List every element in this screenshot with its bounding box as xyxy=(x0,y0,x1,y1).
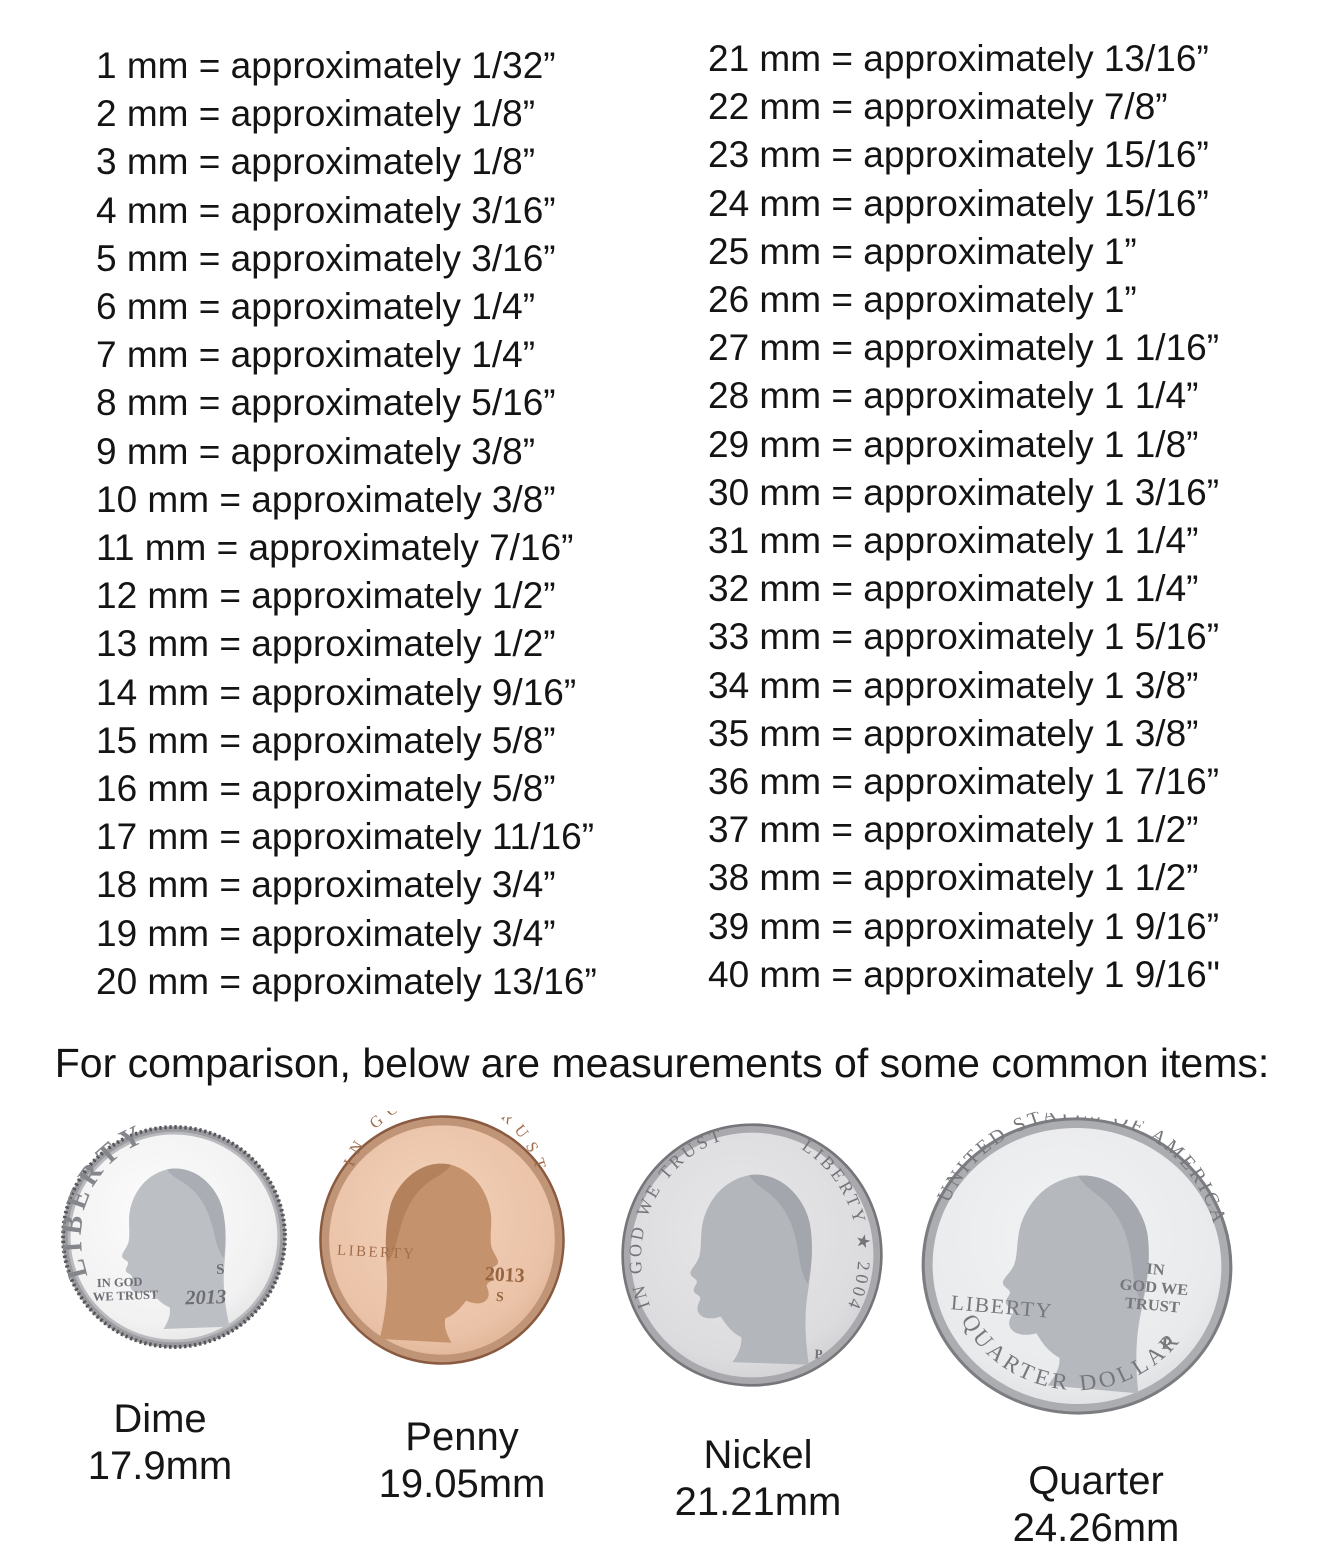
conversion-row: 2 mm = approximately 1/8” xyxy=(96,93,536,135)
conversion-row: 38 mm = approximately 1 1/2” xyxy=(708,857,1199,899)
dime-motto-line2: WE TRUST xyxy=(93,1288,160,1304)
quarter-motto-line1: IN xyxy=(1146,1261,1166,1279)
conversion-row: 1 mm = approximately 1/32” xyxy=(96,45,556,86)
nickel-label: Nickel 21.21mm xyxy=(606,1432,910,1526)
conversion-row: 19 mm = approximately 3/4” xyxy=(96,912,556,954)
coin-name: Nickel xyxy=(703,1433,813,1477)
conversion-row: 33 mm = approximately 1 5/16” xyxy=(708,616,1220,658)
conversion-row: 40 mm = approximately 1 9/16" xyxy=(708,953,1220,995)
conversion-row: 27 mm = approximately 1 1/16” xyxy=(708,327,1220,369)
nickel-mint-mark: P xyxy=(814,1346,823,1361)
coin-diameter: 21.21mm xyxy=(674,1480,842,1524)
coin-name: Quarter xyxy=(1028,1459,1164,1503)
roosevelt-portrait xyxy=(122,1168,230,1329)
conversion-row: 16 mm = approximately 5/8” xyxy=(96,768,556,810)
penny-mint-mark: S xyxy=(496,1289,505,1305)
conversion-row: 23 mm = approximately 15/16” xyxy=(708,134,1209,176)
quarter-motto-line3: TRUST xyxy=(1124,1295,1180,1316)
conversion-row: 8 mm = approximately 5/16” xyxy=(96,382,556,424)
dime-date: 2013 xyxy=(184,1286,227,1309)
coin-diameter: 19.05mm xyxy=(378,1462,546,1506)
conversion-row: 5 mm = approximately 3/16” xyxy=(96,237,556,279)
lincoln-portrait xyxy=(379,1163,499,1343)
coin-diameter: 24.26mm xyxy=(1012,1506,1180,1550)
conversion-row: 4 mm = approximately 3/16” xyxy=(96,189,556,231)
conversion-row: 34 mm = approximately 1 3/8” xyxy=(708,664,1199,706)
lincoln-hair xyxy=(385,1163,451,1263)
conversion-row: 13 mm = approximately 1/2” xyxy=(96,623,556,665)
conversion-row: 10 mm = approximately 3/8” xyxy=(96,478,556,520)
quarter-motto-line2: GOD WE xyxy=(1119,1277,1189,1300)
penny-liberty-inscription: LIBERTY xyxy=(337,1243,417,1263)
coin-name: Dime xyxy=(113,1397,207,1441)
conversion-row: 32 mm = approximately 1 1/4” xyxy=(708,568,1199,610)
conversion-row: 12 mm = approximately 1/2” xyxy=(96,575,556,617)
conversion-row: 30 mm = approximately 1 3/16” xyxy=(708,471,1220,513)
penny-date: 2013 xyxy=(484,1263,525,1287)
conversion-column-right: 21 mm = approximately 13/16” 22 mm = appr… xyxy=(708,35,1220,999)
conversion-row: 22 mm = approximately 7/8” xyxy=(708,86,1168,128)
quarter-label: Quarter 24.26mm xyxy=(944,1458,1248,1552)
dime-coin-image: LIBERTY IN GOD WE TRUST S 2013 xyxy=(56,1120,287,1349)
conversion-row: 37 mm = approximately 1 1/2” xyxy=(708,809,1199,851)
conversion-row: 18 mm = approximately 3/4” xyxy=(96,864,556,906)
quarter-mint-mark: P xyxy=(1161,1334,1173,1353)
conversion-row: 7 mm = approximately 1/4” xyxy=(96,334,536,376)
washington-hair xyxy=(1078,1175,1149,1302)
conversion-row: 39 mm = approximately 1 9/16” xyxy=(708,905,1220,947)
conversion-row: 31 mm = approximately 1 1/4” xyxy=(708,520,1199,562)
nickel-coin-image: IN GOD WE TRUST LIBERTY ★ 2004 P xyxy=(621,1121,883,1387)
washington-portrait xyxy=(1002,1175,1149,1394)
conversion-row: 20 mm = approximately 13/16” xyxy=(96,960,597,1002)
coin-diameter: 17.9mm xyxy=(87,1444,233,1488)
conversion-column-left: 1 mm = approximately 1/32” 2 mm = approxi… xyxy=(96,42,597,1006)
conversion-row: 17 mm = approximately 11/16” xyxy=(96,816,595,858)
dime-motto-line1: IN GOD xyxy=(97,1275,143,1291)
conversion-row: 11 mm = approximately 7/16” xyxy=(96,527,574,569)
quarter-coin-image: UNITED STATES OF AMERICA QUARTER DOLLAR … xyxy=(921,1103,1240,1415)
penny-coin-image: IN GOD WE TRUST LIBERTY 2013 S xyxy=(319,1108,565,1365)
jefferson-portrait xyxy=(690,1174,812,1365)
coin-name: Penny xyxy=(405,1415,519,1459)
conversion-row: 26 mm = approximately 1” xyxy=(708,279,1137,321)
penny-label: Penny 19.05mm xyxy=(310,1414,614,1508)
conversion-row: 14 mm = approximately 9/16” xyxy=(96,671,577,713)
conversion-row: 6 mm = approximately 1/4” xyxy=(96,286,536,328)
conversion-row: 24 mm = approximately 15/16” xyxy=(708,182,1209,224)
roosevelt-hair xyxy=(167,1168,226,1258)
conversion-row: 9 mm = approximately 3/8” xyxy=(96,430,536,472)
jefferson-hair xyxy=(749,1174,812,1284)
dime-mint-mark: S xyxy=(216,1262,225,1278)
conversion-row: 15 mm = approximately 5/8” xyxy=(96,719,556,761)
dime-reeded-edge xyxy=(61,1125,287,1349)
conversion-row: 3 mm = approximately 1/8” xyxy=(96,141,536,183)
conversion-row: 35 mm = approximately 1 3/8” xyxy=(708,712,1199,754)
conversion-row: 21 mm = approximately 13/16” xyxy=(708,38,1209,79)
conversion-row: 25 mm = approximately 1” xyxy=(708,230,1137,272)
conversion-row: 28 mm = approximately 1 1/4” xyxy=(708,375,1199,417)
conversion-row: 36 mm = approximately 1 7/16” xyxy=(708,761,1220,803)
conversion-row: 29 mm = approximately 1 1/8” xyxy=(708,423,1199,465)
dime-label: Dime 17.9mm xyxy=(8,1396,312,1490)
comparison-heading: For comparison, below are measurements o… xyxy=(54,1040,1270,1086)
